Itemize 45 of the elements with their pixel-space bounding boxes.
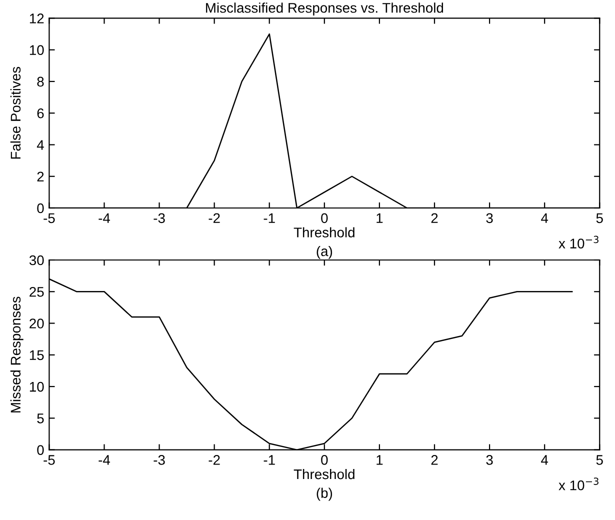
x-axis-title: Threshold bbox=[294, 468, 354, 480]
y-tick-label: 30 bbox=[29, 255, 44, 266]
x-tick-label: -5 bbox=[44, 455, 55, 465]
y-tick-label: 4 bbox=[36, 140, 44, 150]
x-tick-label: 0 bbox=[321, 213, 328, 224]
text: x 10$^{−3}$ bbox=[558, 478, 598, 490]
y-tick-label: 6 bbox=[37, 108, 44, 118]
chart-title: Misclassified Responses vs. Threshold bbox=[206, 2, 444, 16]
x-tick-label: -3 bbox=[154, 455, 165, 465]
y-tick-label: 2 bbox=[37, 172, 44, 182]
y-tick-label: 12 bbox=[30, 14, 44, 24]
x-tick-label: 4 bbox=[541, 455, 548, 465]
x-tick-label: 1 bbox=[376, 455, 383, 465]
y-tick-label: 0 bbox=[37, 203, 44, 214]
x-tick-label: -1 bbox=[264, 455, 275, 465]
x-tick-label: 1 bbox=[376, 213, 383, 223]
x-tick-label: -3 bbox=[154, 213, 165, 224]
y-tick-label: 10 bbox=[30, 382, 44, 392]
y-tick-label: 20 bbox=[30, 318, 44, 328]
x-tick-label: 0 bbox=[321, 455, 328, 465]
x-tick-label: -1 bbox=[264, 213, 275, 223]
y-tick-label: 25 bbox=[30, 286, 44, 297]
text: (a) bbox=[316, 246, 332, 259]
x-tick-label: 2 bbox=[431, 455, 438, 465]
text: (b) bbox=[316, 488, 332, 501]
x-tick-label: 4 bbox=[541, 213, 548, 223]
y-tick-label: 8 bbox=[37, 76, 44, 87]
y-tick-label: 15 bbox=[30, 350, 44, 360]
y-tick-label: 10 bbox=[30, 45, 44, 56]
x-tick-label: -4 bbox=[98, 213, 110, 223]
text: x 10$^{−3}$ bbox=[558, 236, 598, 248]
x-tick-label: -4 bbox=[98, 455, 110, 465]
x-tick-label: -5 bbox=[44, 213, 55, 224]
x-tick-label: 5 bbox=[596, 455, 603, 465]
x-axis-title: Threshold bbox=[294, 227, 354, 238]
y-tick-label: 0 bbox=[37, 445, 44, 455]
x-tick-label: -2 bbox=[208, 213, 220, 223]
x-tick-label: -2 bbox=[208, 455, 220, 465]
y-axis-title: False Positives bbox=[10, 66, 21, 159]
x-tick-label: 3 bbox=[486, 455, 493, 465]
x-tick-label: 5 bbox=[596, 213, 603, 224]
x-tick-label: 3 bbox=[486, 213, 493, 224]
x-tick-label: 2 bbox=[431, 213, 438, 223]
y-axis-title: Missed Responses bbox=[10, 296, 24, 412]
y-tick-label: 5 bbox=[37, 414, 44, 424]
